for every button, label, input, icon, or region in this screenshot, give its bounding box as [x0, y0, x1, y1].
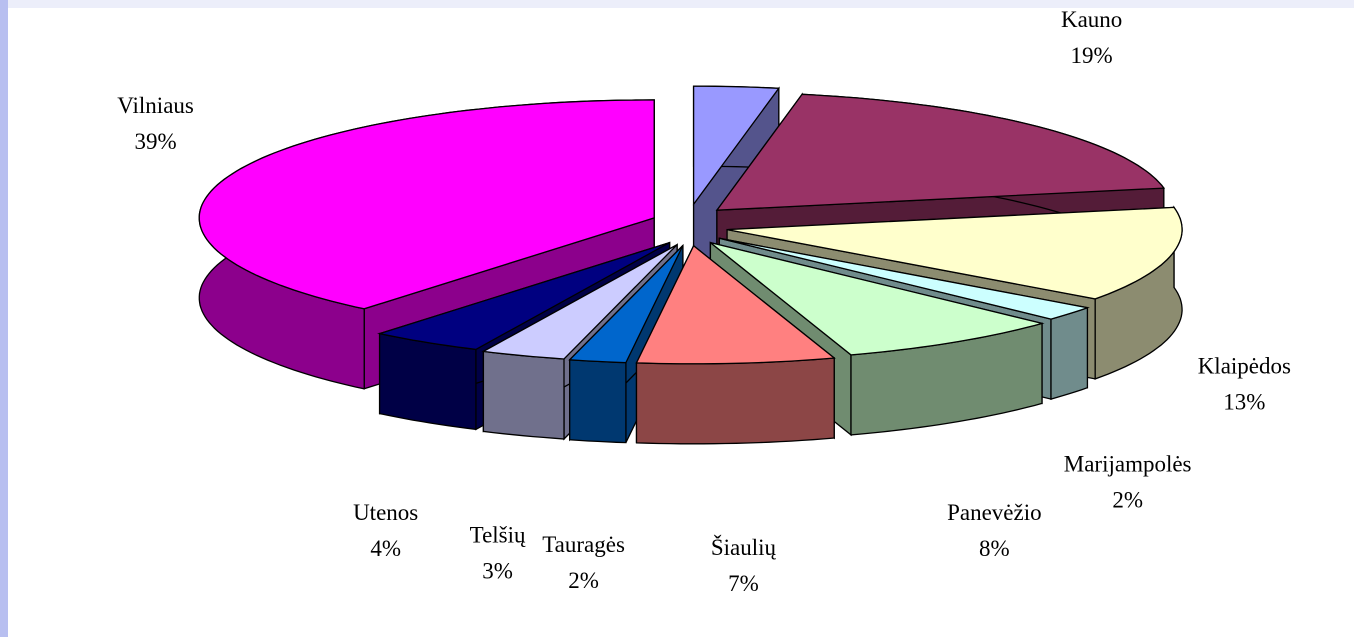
slice	[715, 93, 1166, 211]
slice-value: 39%	[134, 129, 176, 154]
slice-label: Klaipėdos	[1198, 353, 1291, 378]
slice-label: Tauragės	[542, 532, 625, 557]
slice-value: 2%	[1112, 487, 1143, 512]
slice	[481, 244, 678, 360]
slice	[692, 85, 781, 207]
slice	[377, 241, 670, 351]
slice-label: Panevėžio	[947, 500, 1042, 525]
slice-label: Utenos	[353, 500, 418, 525]
left-strip	[0, 0, 8, 637]
slice-value: 19%	[1071, 43, 1113, 68]
pie	[198, 85, 1183, 445]
slice-value: 2%	[568, 568, 599, 593]
slice-label: Kauno	[1061, 7, 1122, 32]
slice-value: 7%	[728, 571, 759, 596]
slice	[709, 241, 1045, 356]
slice-value: 3%	[482, 558, 513, 583]
slice-value: 8%	[979, 536, 1010, 561]
slice	[719, 237, 1090, 320]
slice-value: 13%	[1223, 389, 1265, 414]
slice-side	[1050, 306, 1089, 400]
slice-label: Telšių	[470, 522, 526, 547]
slice-value: 4%	[370, 536, 401, 561]
slice	[635, 244, 836, 365]
slice	[568, 245, 684, 364]
slice-side	[569, 359, 627, 444]
slice-label: Vilniaus	[117, 93, 194, 118]
slice	[726, 206, 1183, 300]
slice-label: Šiaulių	[711, 534, 777, 560]
slice	[198, 99, 655, 310]
slice-side	[482, 350, 565, 440]
slice-side	[635, 357, 835, 445]
slice-label: Marijampolės	[1064, 451, 1192, 476]
